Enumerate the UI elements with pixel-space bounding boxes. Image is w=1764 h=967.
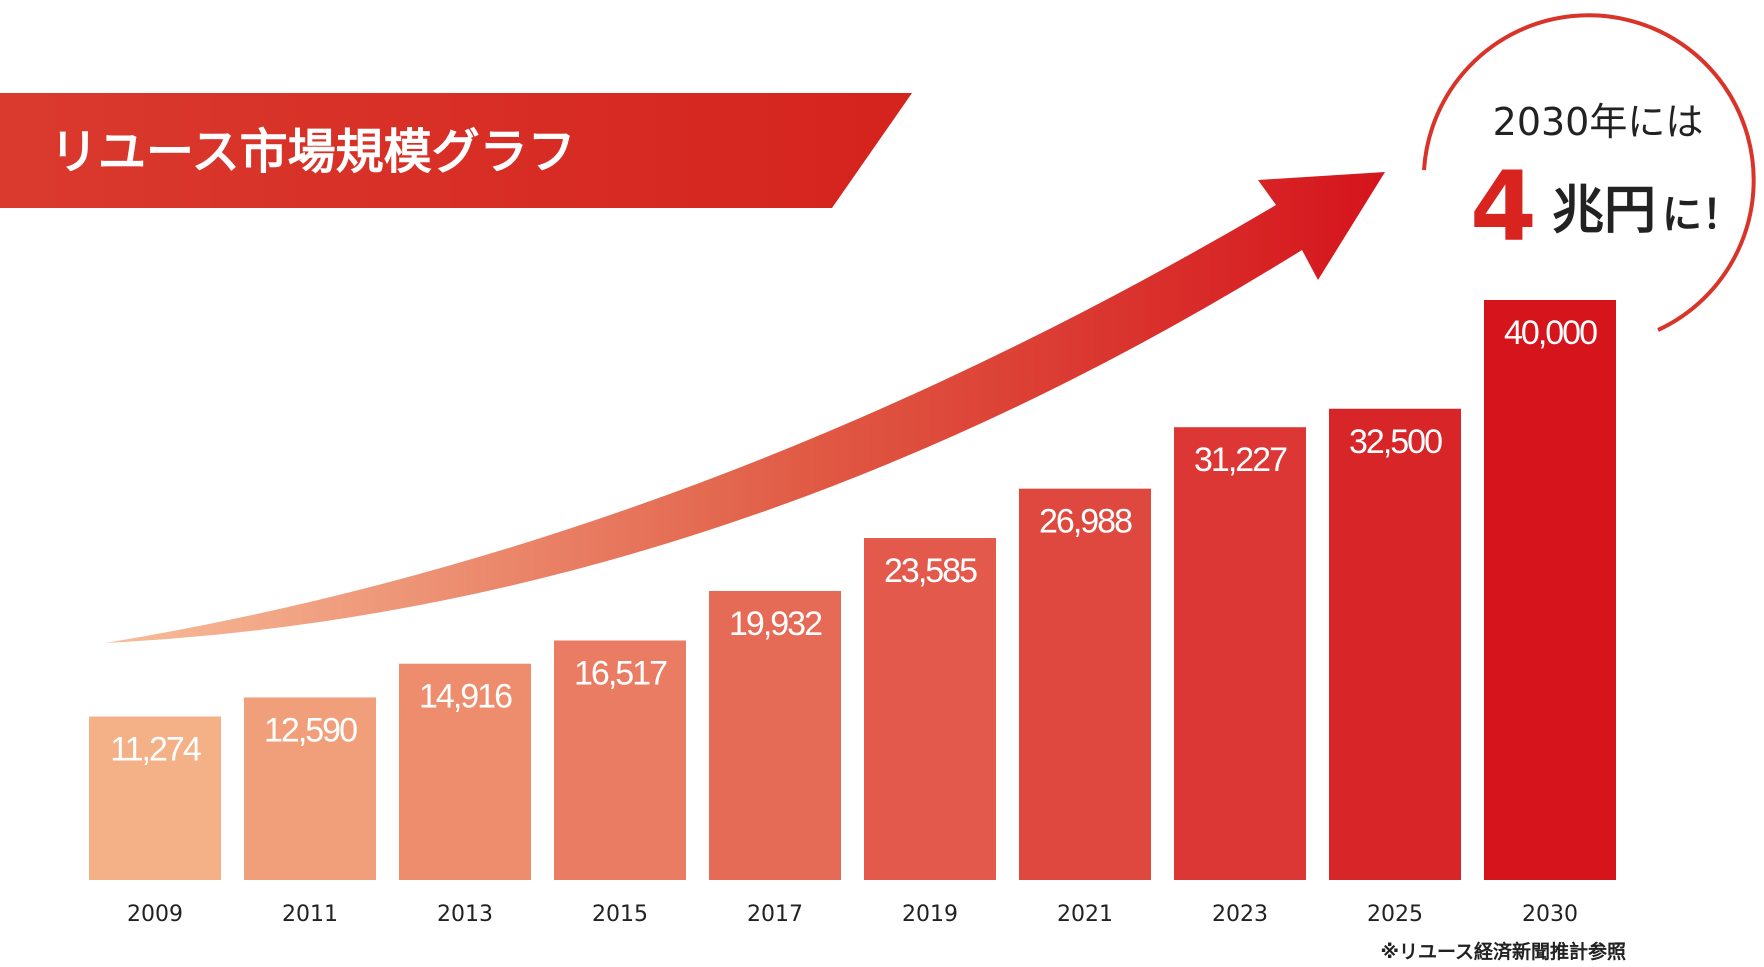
year-label-2013: 2013 — [437, 902, 493, 927]
callout-bubble: 2030年には 4 兆円 に！ — [1422, 13, 1756, 332]
value-label-2015: 16,517 — [574, 655, 667, 693]
bar-2023 — [1174, 427, 1306, 880]
callout-line1: 2030年には — [1493, 100, 1704, 144]
year-label-2011: 2011 — [282, 902, 338, 927]
value-label-2009: 11,274 — [110, 731, 201, 769]
value-label-2017: 19,932 — [729, 605, 822, 643]
value-label-2021: 26,988 — [1039, 503, 1132, 541]
bar-2009 — [89, 716, 221, 880]
bar-2030 — [1484, 300, 1616, 880]
callout-number: 4 — [1470, 151, 1537, 263]
value-label-2011: 12,590 — [264, 711, 357, 749]
year-label-2025: 2025 — [1367, 902, 1423, 927]
bars — [89, 300, 1616, 880]
source-note: ※リユース経済新聞推計参照 — [1380, 940, 1626, 963]
growth-arrow-shape — [105, 172, 1385, 643]
year-label-2009: 2009 — [127, 902, 183, 927]
year-label-2023: 2023 — [1212, 902, 1268, 927]
bar-2011 — [244, 697, 376, 880]
bar-2015 — [554, 640, 686, 880]
value-label-2030: 40,000 — [1504, 314, 1597, 352]
year-label-2017: 2017 — [747, 902, 803, 927]
callout-unit: 兆円 — [1552, 181, 1656, 241]
year-label-2019: 2019 — [902, 902, 958, 927]
bar-2013 — [399, 663, 531, 880]
year-label-2021: 2021 — [1057, 902, 1113, 927]
title-band-shape — [0, 93, 912, 208]
title-band: リユース市場規模グラフ — [0, 93, 912, 208]
value-labels: 11,274 12,590 14,916 16,517 19,932 23,585 26,9… — [110, 314, 1599, 769]
growth-arrow — [105, 172, 1385, 643]
value-label-2023: 31,227 — [1194, 441, 1287, 479]
chart-title: リユース市場規模グラフ — [50, 124, 576, 180]
value-label-2013: 14,916 — [419, 678, 512, 716]
callout-circle-arc — [1422, 13, 1756, 332]
value-label-2025: 32,500 — [1349, 423, 1442, 461]
year-labels: 2009 2011 2013 2015 2017 2019 2021 2023 2025 2030 — [127, 902, 1578, 927]
year-label-2015: 2015 — [592, 902, 648, 927]
bar-2019 — [864, 538, 996, 880]
bar-2021 — [1019, 488, 1151, 880]
bar-2025 — [1329, 408, 1461, 880]
year-label-2030: 2030 — [1522, 902, 1578, 927]
value-label-2019: 23,585 — [884, 552, 977, 590]
bar-2017 — [709, 590, 841, 880]
callout-suffix: に！ — [1662, 192, 1742, 238]
